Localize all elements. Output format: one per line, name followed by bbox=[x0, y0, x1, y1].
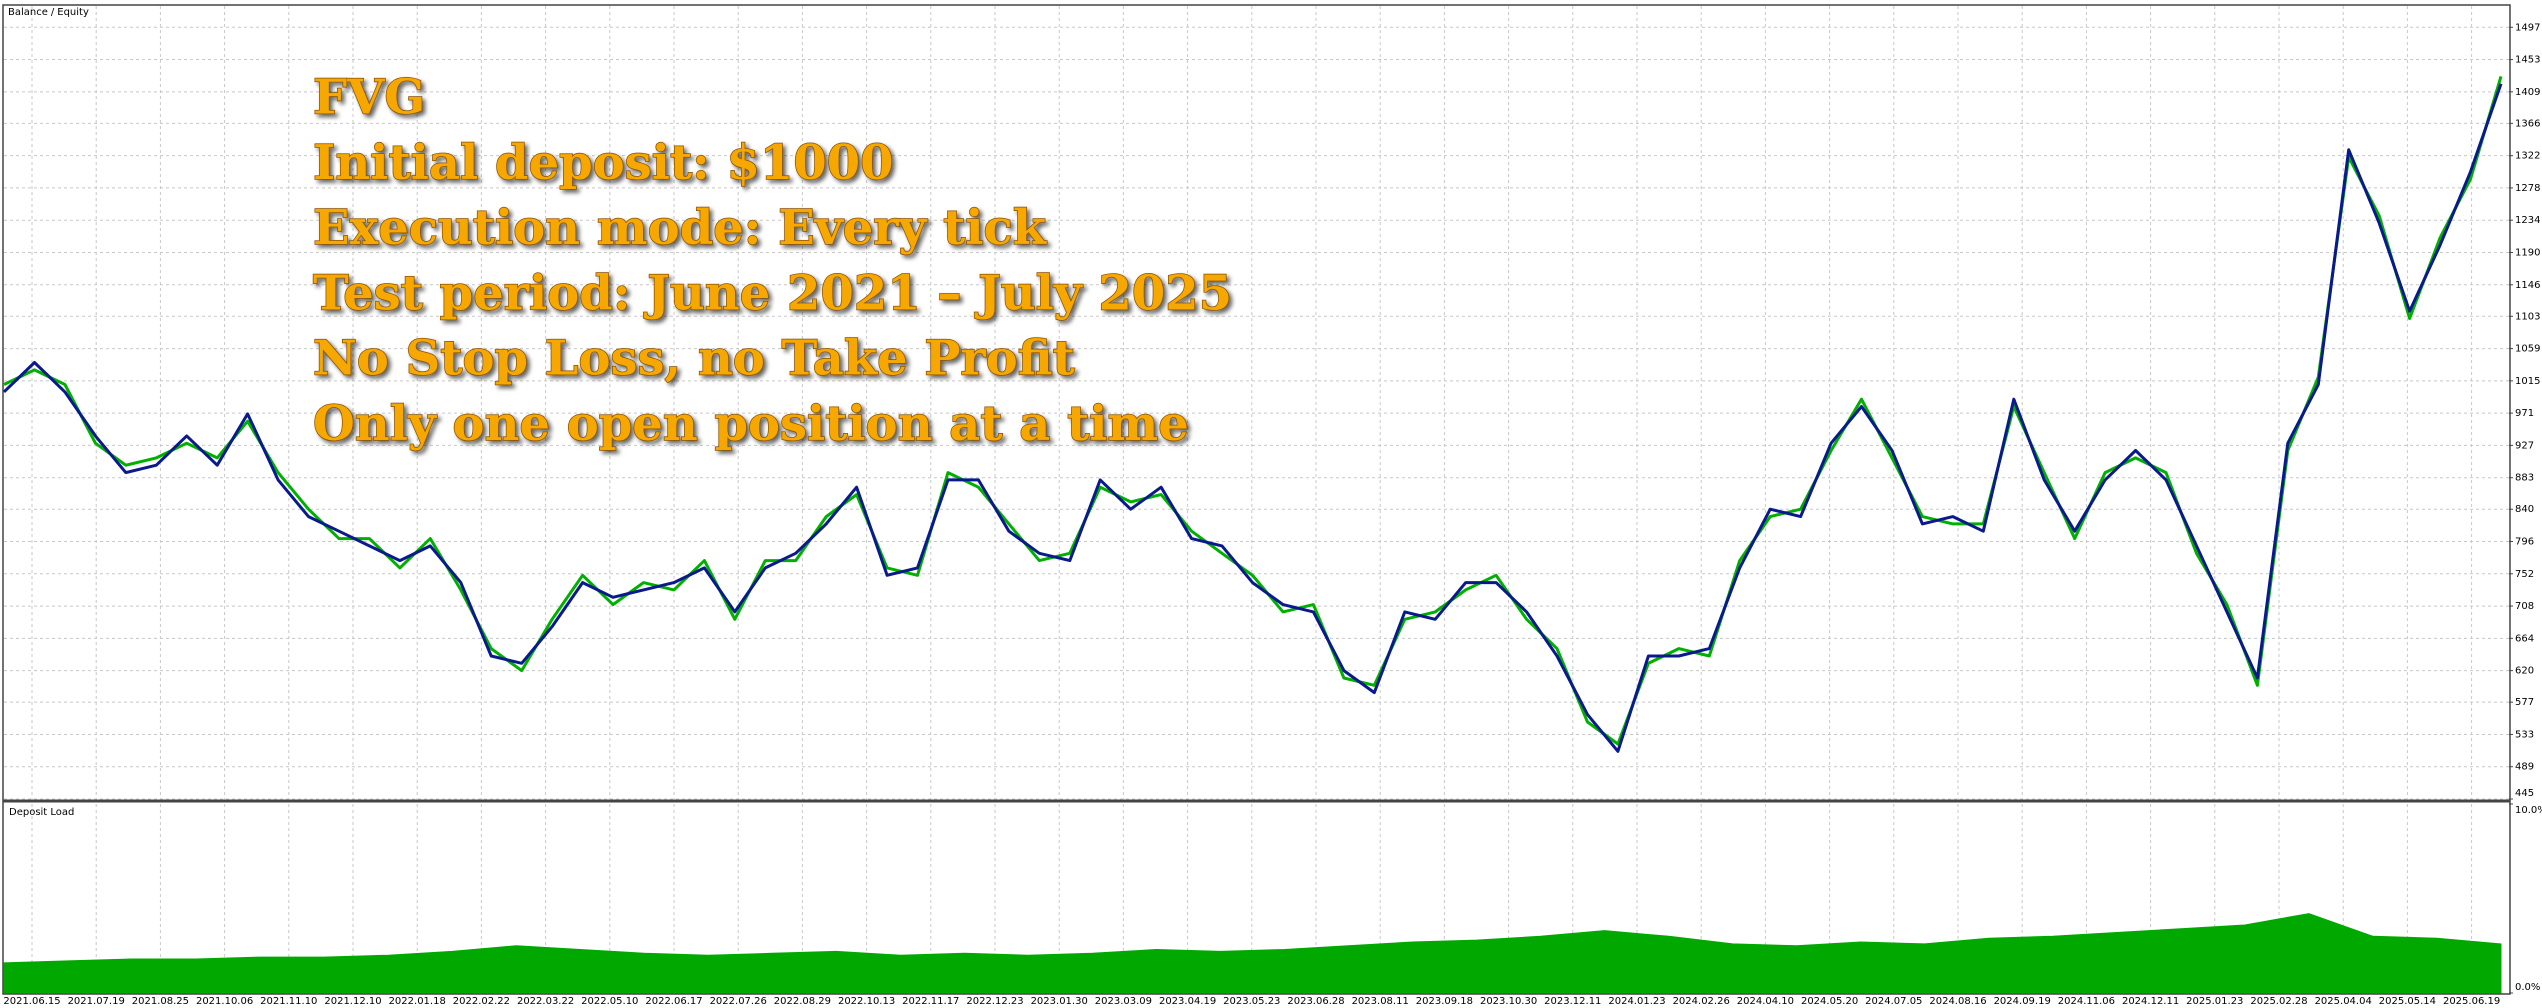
x-tick-label: 2023.12.11 bbox=[1544, 996, 1601, 1007]
x-tick-label: 2024.12.11 bbox=[2122, 996, 2179, 1007]
y-tick-label: 1453 bbox=[2515, 55, 2540, 66]
y-tick-label: 1190 bbox=[2515, 247, 2540, 258]
y-tick-label: 1409 bbox=[2515, 87, 2540, 98]
y-tick-label: 577 bbox=[2515, 697, 2534, 708]
y-tick-label: 533 bbox=[2515, 729, 2534, 740]
x-tick-label: 2021.06.15 bbox=[3, 996, 60, 1007]
annotation: Execution mode: Every tick bbox=[313, 200, 1048, 256]
x-tick-label: 2023.09.18 bbox=[1416, 996, 1473, 1007]
x-tick-label: 2024.11.06 bbox=[2058, 996, 2115, 1007]
x-tick-label: 2022.06.17 bbox=[645, 996, 702, 1007]
x-tick-label: 2025.05.14 bbox=[2379, 996, 2436, 1007]
series-line bbox=[2, 83, 2503, 753]
y-tick-label: 708 bbox=[2515, 601, 2534, 612]
x-tick-label: 2023.03.09 bbox=[1095, 996, 1152, 1007]
x-tick-label: 2023.10.30 bbox=[1480, 996, 1537, 1007]
area bbox=[3, 913, 2502, 994]
x-tick-label: 2024.05.20 bbox=[1801, 996, 1858, 1007]
annotation: No Stop Loss, no Take Profit bbox=[313, 331, 1075, 387]
y-tick-label: 1497 bbox=[2515, 22, 2540, 33]
y-tick-label: 752 bbox=[2515, 569, 2534, 580]
x-tick-label: 2021.12.10 bbox=[324, 996, 381, 1007]
x-tick-label: 2021.10.06 bbox=[196, 996, 253, 1007]
x-tick-label: 2022.11.17 bbox=[902, 996, 959, 1007]
x-tick-label: 2022.05.10 bbox=[581, 996, 638, 1007]
y-tick-label: 445 bbox=[2515, 788, 2534, 799]
annotation: Test period: June 2021 – July 2025 bbox=[313, 265, 1232, 321]
annotation: Only one open position at a time bbox=[313, 396, 1189, 452]
x-tick-label: 2024.01.23 bbox=[1608, 996, 1665, 1007]
y-tick-label: 1103 bbox=[2515, 311, 2540, 322]
x-tick-label: 2021.08.25 bbox=[132, 996, 189, 1007]
y-tick-label: 927 bbox=[2515, 440, 2534, 451]
x-tick-label: 2025.06.19 bbox=[2443, 996, 2500, 1007]
x-tick-label: 2024.02.26 bbox=[1673, 996, 1730, 1007]
y-tick-label: 1015 bbox=[2515, 376, 2540, 387]
panel-label: Deposit Load bbox=[9, 807, 74, 818]
x-tick-label: 2023.05.23 bbox=[1223, 996, 1280, 1007]
annotation: Initial deposit: $1000 bbox=[313, 135, 894, 191]
y-tick-label: 0.0% bbox=[2515, 982, 2540, 993]
x-tick-label: 2024.09.19 bbox=[1994, 996, 2051, 1007]
x-tick-label: 2022.08.29 bbox=[774, 996, 831, 1007]
legend-entry: Balance bbox=[8, 7, 48, 18]
y-tick-label: 796 bbox=[2515, 537, 2534, 548]
annotation: FVG bbox=[313, 70, 425, 126]
y-tick-label: 1366 bbox=[2515, 118, 2540, 129]
y-tick-label: 971 bbox=[2515, 408, 2534, 419]
y-tick-label: 1234 bbox=[2515, 215, 2540, 226]
x-tick-label: 2023.04.19 bbox=[1159, 996, 1216, 1007]
x-tick-label: 2022.02.22 bbox=[453, 996, 510, 1007]
x-tick-label: 2023.01.30 bbox=[1031, 996, 1088, 1007]
x-tick-label: 2023.06.28 bbox=[1287, 996, 1344, 1007]
y-tick-label: 489 bbox=[2515, 762, 2534, 773]
x-tick-label: 2024.04.10 bbox=[1737, 996, 1794, 1007]
x-tick-label: 2025.02.28 bbox=[2250, 996, 2307, 1007]
x-tick-label: 2021.07.19 bbox=[68, 996, 125, 1007]
y-tick-label: 840 bbox=[2515, 504, 2534, 515]
y-tick-label: 10.0% bbox=[2515, 805, 2542, 816]
x-tick-label: 2022.01.18 bbox=[389, 996, 446, 1007]
x-tick-label: 2022.07.26 bbox=[710, 996, 767, 1007]
x-tick-label: 2025.04.04 bbox=[2315, 996, 2372, 1007]
x-tick-label: 2022.03.22 bbox=[517, 996, 574, 1007]
x-tick-label: 2025.01.23 bbox=[2186, 996, 2243, 1007]
x-tick-label: 2024.08.16 bbox=[1929, 996, 1986, 1007]
legend-separator: / bbox=[51, 7, 55, 18]
y-tick-label: 664 bbox=[2515, 633, 2534, 644]
x-tick-label: 2024.07.05 bbox=[1865, 996, 1922, 1007]
x-tick-label: 2022.10.13 bbox=[838, 996, 895, 1007]
y-tick-label: 1059 bbox=[2515, 344, 2540, 355]
y-tick-label: 620 bbox=[2515, 666, 2534, 677]
y-tick-label: 1146 bbox=[2515, 280, 2540, 291]
legend-entry: Equity bbox=[57, 7, 89, 18]
x-tick-label: 2022.12.23 bbox=[966, 996, 1023, 1007]
y-tick-label: 1278 bbox=[2515, 183, 2540, 194]
y-tick-label: 1322 bbox=[2515, 151, 2540, 162]
x-tick-label: 2023.08.11 bbox=[1352, 996, 1409, 1007]
x-tick-label: 2021.11.10 bbox=[260, 996, 317, 1007]
y-tick-label: 883 bbox=[2515, 473, 2534, 484]
